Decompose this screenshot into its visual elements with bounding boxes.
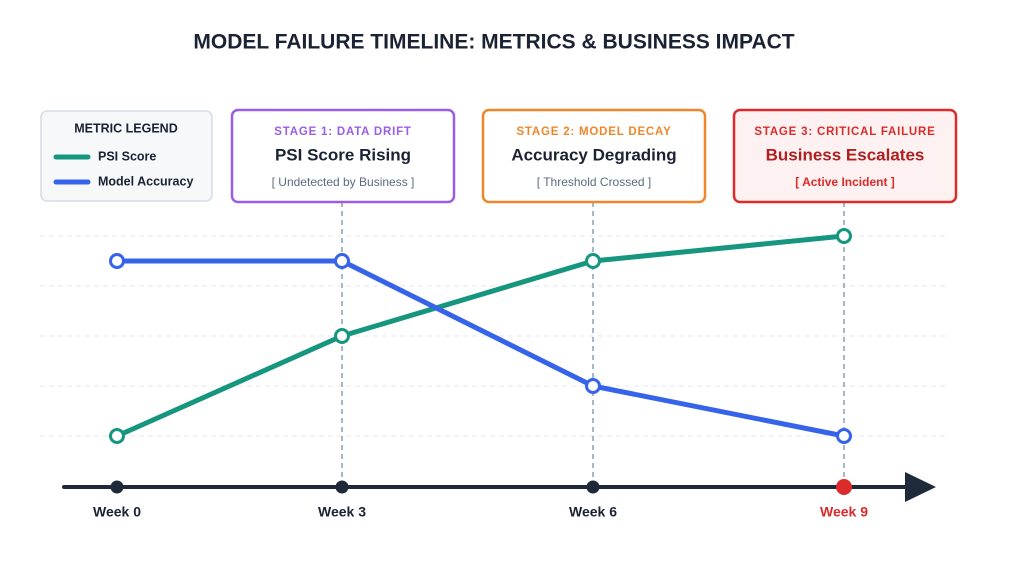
stage-note: [ Threshold Crossed ] [537, 175, 652, 189]
stage-box [481, 108, 707, 204]
data-point [109, 253, 125, 269]
x-tick-label: Week 6 [569, 504, 617, 520]
stage-label: STAGE 1: DATA DRIFT [274, 126, 411, 138]
data-point [334, 253, 350, 269]
axis-dot [586, 480, 600, 494]
data-point [836, 428, 852, 444]
stage-headline: Accuracy Degrading [511, 145, 676, 164]
axis-dot [836, 479, 852, 495]
chart-title: MODEL FAILURE TIMELINE: METRICS & BUSINE… [193, 31, 794, 54]
data-point [585, 378, 601, 394]
stage-note: [ Undetected by Business ] [272, 175, 415, 189]
stage-note: [ Active Incident ] [795, 175, 895, 189]
x-tick-label: Week 3 [318, 504, 366, 520]
series-line [115, 233, 845, 439]
stage-box [732, 108, 958, 204]
data-point [585, 253, 601, 269]
x-tick-label: Week 0 [93, 504, 141, 520]
stage-label: STAGE 3: CRITICAL FAILURE [754, 126, 935, 138]
legend-label: PSI Score [98, 149, 156, 163]
stage-box [230, 108, 456, 204]
axis-dot [335, 480, 349, 494]
axis-dot [110, 480, 124, 494]
legend-label: Model Accuracy [98, 174, 193, 188]
axis-arrow [905, 472, 936, 502]
data-point [334, 328, 350, 344]
series-line [117, 258, 845, 439]
stage-headline: Business Escalates [766, 145, 925, 164]
legend-box [40, 110, 213, 202]
legend-title: METRIC LEGEND [74, 121, 177, 135]
x-tick-label: Week 9 [820, 504, 868, 520]
stage-label: STAGE 2: MODEL DECAY [516, 126, 671, 138]
data-point [836, 228, 852, 244]
stage-headline: PSI Score Rising [275, 145, 411, 164]
data-point [109, 428, 125, 444]
